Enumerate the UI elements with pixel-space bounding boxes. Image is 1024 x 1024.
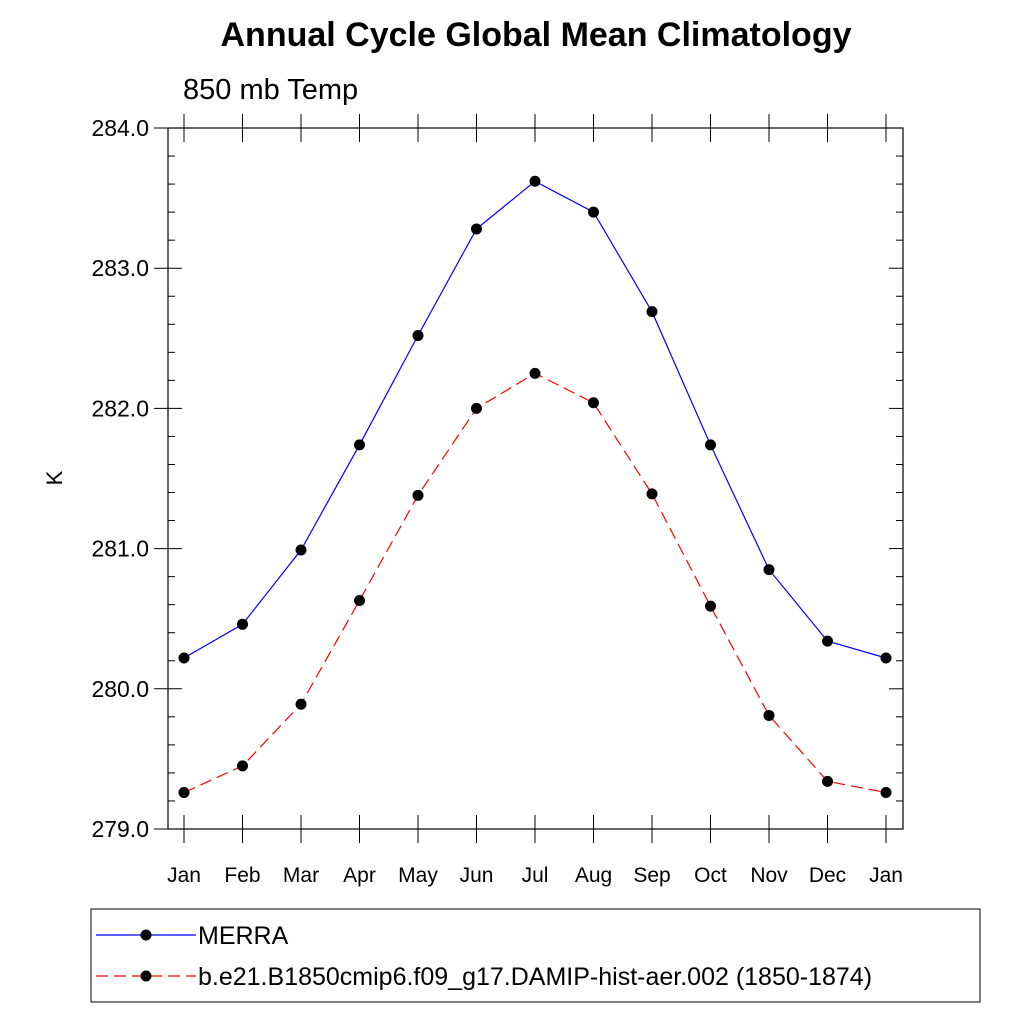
legend-box: [90, 908, 981, 1003]
data-point-series1: [295, 698, 307, 710]
chart-title: Annual Cycle Global Mean Climatology: [221, 16, 852, 54]
data-point-series0: [822, 635, 833, 647]
y-tick-labels: 279.0 280.0 281.0 282.0 283.0 284.0: [91, 115, 149, 842]
data-point-series1: [822, 775, 833, 787]
data-point-series0: [237, 618, 248, 630]
data-point-series1: [646, 488, 658, 500]
legend-label-merra: MERRA: [198, 922, 289, 950]
x-tick-label: Oct: [694, 864, 727, 887]
data-point-series1: [529, 367, 541, 379]
x-tick-label: Sep: [633, 864, 670, 887]
data-point-series0: [880, 652, 892, 664]
legend-marker-merra: [140, 929, 152, 941]
data-point-series1: [763, 709, 775, 721]
y-tick-label: 281.0: [91, 536, 149, 562]
series-line-0: [183, 180, 887, 659]
legend: MERRA b.e21.B1850cmip6.f09_g17.DAMIP-his…: [90, 908, 981, 1003]
data-point-series1: [412, 489, 424, 501]
axis-ticks: [154, 114, 903, 843]
x-tick-label: Jun: [460, 864, 494, 887]
data-point-series1: [178, 787, 190, 799]
data-point-series0: [295, 544, 307, 556]
data-point-series1: [880, 787, 892, 799]
chart-subtitle: 850 mb Temp: [183, 74, 358, 106]
data-point-series0: [178, 652, 190, 664]
data-point-series0: [529, 175, 541, 187]
x-tick-label: Apr: [343, 864, 376, 887]
y-axis-label: K: [42, 470, 67, 485]
legend-label-model: b.e21.B1850cmip6.f09_g17.DAMIP-hist-aer.…: [198, 963, 872, 991]
data-point-series1: [237, 760, 248, 772]
y-tick-label: 280.0: [91, 676, 149, 702]
data-point-series0: [412, 329, 424, 341]
data-point-series0: [705, 439, 716, 451]
x-tick-label: Jan: [167, 864, 201, 887]
x-tick-label: May: [398, 864, 438, 887]
x-tick-label: Feb: [224, 864, 260, 887]
data-point-series0: [471, 223, 482, 235]
y-tick-label: 279.0: [91, 816, 149, 842]
x-tick-label: Mar: [283, 864, 319, 887]
x-tick-labels: Jan Feb Mar Apr May Jun Jul Aug Sep Oct Nov Dec Jan: [167, 864, 903, 887]
y-tick-label: 282.0: [91, 395, 149, 421]
data-point-series1: [705, 600, 716, 612]
legend-marker-model: [140, 970, 152, 982]
x-tick-label: Jan: [869, 864, 903, 887]
data-point-series0: [354, 439, 365, 451]
series-layer: [178, 175, 892, 799]
y-tick-label: 283.0: [91, 255, 149, 281]
series-line-1: [183, 372, 887, 794]
data-point-series1: [588, 397, 599, 409]
x-tick-label: Jul: [522, 864, 549, 887]
data-point-series0: [646, 306, 658, 318]
data-point-series0: [763, 564, 775, 576]
data-point-series0: [588, 206, 599, 218]
x-tick-label: Dec: [809, 864, 846, 887]
data-point-series1: [471, 402, 482, 414]
x-tick-label: Aug: [575, 864, 612, 887]
x-tick-label: Nov: [750, 864, 788, 887]
data-point-series1: [354, 594, 365, 606]
plot-frame: [167, 127, 904, 830]
y-tick-label: 284.0: [91, 115, 149, 141]
